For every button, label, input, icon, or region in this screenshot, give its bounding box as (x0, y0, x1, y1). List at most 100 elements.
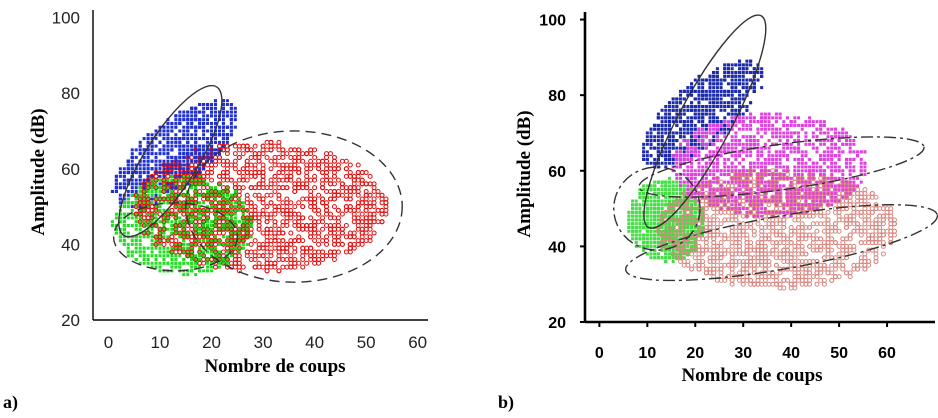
data-point (224, 147, 230, 153)
data-point (656, 214, 660, 218)
data-point (671, 252, 675, 256)
data-point (225, 223, 229, 227)
data-point (656, 222, 660, 226)
data-point (177, 222, 183, 228)
data-point (214, 125, 218, 129)
data-point (671, 248, 675, 252)
data-point (198, 152, 202, 156)
data-point (217, 129, 221, 133)
data-point (730, 86, 734, 90)
data-point (130, 152, 134, 156)
data-point (154, 144, 158, 148)
data-point (166, 178, 170, 182)
data-point (367, 181, 373, 187)
data-point (248, 230, 254, 236)
data-point (154, 205, 158, 209)
data-point (276, 192, 282, 198)
data-point (210, 186, 214, 190)
data-point (719, 86, 723, 90)
data-point (138, 167, 142, 171)
data-point (146, 133, 150, 137)
data-point (268, 185, 274, 191)
data-point (174, 242, 178, 246)
data-point (202, 208, 206, 212)
data-point (240, 173, 246, 179)
data-point (134, 182, 138, 186)
data-point (182, 250, 186, 254)
data-point (158, 178, 162, 182)
data-point (701, 116, 705, 120)
data-point (638, 233, 642, 237)
data-point (142, 250, 146, 254)
data-point (166, 220, 170, 224)
data-point (712, 74, 716, 78)
data-point (198, 193, 202, 197)
data-point (304, 162, 310, 168)
data-point (134, 242, 138, 246)
data-point (217, 254, 221, 258)
data-point (653, 135, 657, 139)
data-point (667, 146, 671, 150)
data-point (320, 185, 326, 191)
data-point (118, 235, 122, 239)
data-point (110, 189, 114, 193)
data-point (656, 225, 660, 229)
data-point (690, 188, 694, 192)
data-point (240, 185, 246, 191)
data-point (690, 131, 694, 135)
data-point (656, 203, 660, 207)
data-point (690, 105, 694, 109)
data-point (162, 250, 166, 254)
data-point (201, 219, 207, 225)
data-point (288, 230, 294, 236)
chart-b-points (627, 59, 897, 291)
data-point (138, 220, 142, 224)
data-point (186, 193, 190, 197)
data-point (693, 207, 697, 211)
data-point (734, 86, 738, 90)
data-point (697, 82, 701, 86)
data-point (170, 178, 174, 182)
data-point (182, 137, 186, 141)
data-point (656, 241, 660, 245)
data-point (656, 123, 660, 127)
data-point (150, 227, 154, 231)
data-point (178, 167, 182, 171)
data-point (631, 229, 635, 233)
data-point (245, 227, 249, 231)
data-point (154, 235, 158, 239)
data-point (142, 189, 146, 193)
data-point (146, 261, 150, 265)
data-point (198, 201, 202, 205)
data-point (197, 241, 203, 247)
data-point (690, 86, 694, 90)
data-point (162, 258, 166, 262)
data-point (198, 208, 202, 212)
data-point (214, 137, 218, 141)
data-point (158, 235, 162, 239)
data-point (206, 223, 210, 227)
data-point (741, 67, 745, 71)
data-point (210, 231, 214, 235)
data-point (738, 67, 742, 71)
data-point (316, 260, 322, 266)
data-point (241, 246, 245, 250)
data-point (182, 159, 186, 163)
data-point (690, 199, 694, 203)
data-point (206, 137, 210, 141)
data-point (379, 196, 385, 202)
data-point (284, 185, 290, 191)
data-point (296, 170, 302, 176)
data-point (252, 192, 258, 198)
data-point (667, 252, 671, 256)
data-point (697, 203, 701, 207)
data-point (701, 82, 705, 86)
data-point (214, 246, 218, 250)
data-point (363, 181, 369, 187)
data-point (690, 248, 694, 252)
data-point (347, 173, 353, 179)
data-point (228, 196, 234, 202)
data-point (229, 114, 233, 118)
data-point (734, 101, 738, 105)
data-point (198, 216, 202, 220)
